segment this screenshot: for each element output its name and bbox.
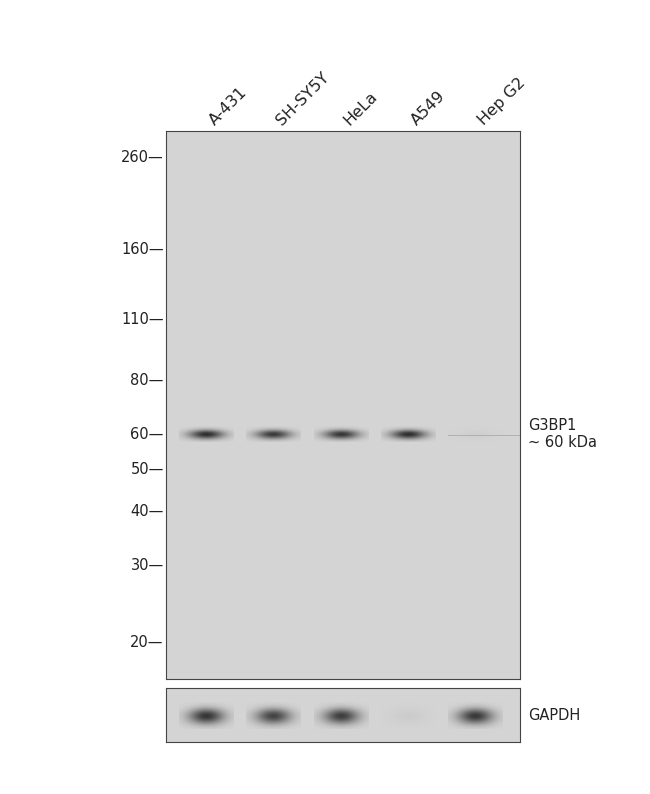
Text: GAPDH: GAPDH bbox=[528, 708, 580, 723]
Text: G3BP1: G3BP1 bbox=[528, 418, 576, 434]
Text: Hep G2: Hep G2 bbox=[476, 75, 528, 128]
Text: A-431: A-431 bbox=[207, 84, 250, 128]
Text: 160—: 160— bbox=[121, 241, 164, 256]
Text: 80—: 80— bbox=[131, 372, 164, 387]
Text: 110—: 110— bbox=[121, 312, 164, 327]
Text: 40—: 40— bbox=[131, 503, 164, 518]
Text: HeLa: HeLa bbox=[341, 88, 380, 128]
Text: SH-SY5Y: SH-SY5Y bbox=[274, 69, 332, 128]
Text: A549: A549 bbox=[408, 88, 448, 128]
Text: 20—: 20— bbox=[130, 635, 164, 649]
Text: 260—: 260— bbox=[121, 149, 164, 164]
Text: 60—: 60— bbox=[131, 427, 164, 442]
Text: 50—: 50— bbox=[131, 461, 164, 476]
Text: ~ 60 kDa: ~ 60 kDa bbox=[528, 435, 597, 450]
Text: 30—: 30— bbox=[131, 558, 164, 573]
